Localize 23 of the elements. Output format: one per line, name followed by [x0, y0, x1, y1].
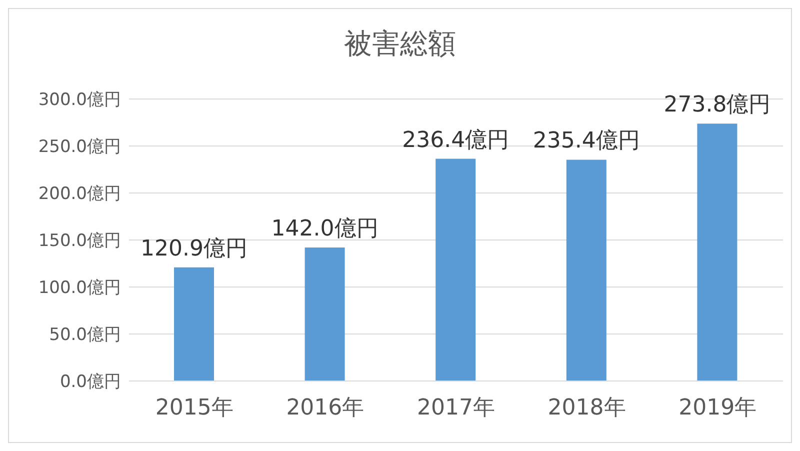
- y-tick-label: 250.0億円: [38, 137, 121, 158]
- y-tick-label: 100.0億円: [38, 278, 121, 298]
- x-tick-label: 2019年: [678, 396, 757, 421]
- data-label: 235.4億円: [532, 128, 640, 154]
- y-tick-label: 50.0億円: [49, 325, 121, 346]
- chart-title: 被害総額: [343, 26, 457, 62]
- y-tick-label: 300.0億円: [38, 90, 121, 110]
- y-tick-label: 0.0億円: [60, 372, 121, 392]
- data-label: 236.4億円: [402, 128, 510, 153]
- x-tick-label: 2015年: [155, 396, 234, 421]
- y-tick-label: 200.0億円: [38, 184, 121, 204]
- data-label: 120.9億円: [140, 236, 248, 262]
- x-tick-label: 2016年: [286, 396, 364, 421]
- bar: [566, 160, 606, 381]
- bar: [304, 248, 345, 381]
- bar: [436, 158, 476, 381]
- x-tick-label: 2018年: [548, 396, 626, 421]
- bar: [174, 267, 214, 381]
- data-label: 142.0億円: [271, 216, 378, 242]
- data-label: 273.8億円: [664, 92, 771, 118]
- bar: [697, 124, 738, 381]
- y-tick-label: 150.0億円: [38, 231, 121, 252]
- x-tick-label: 2017年: [417, 396, 495, 421]
